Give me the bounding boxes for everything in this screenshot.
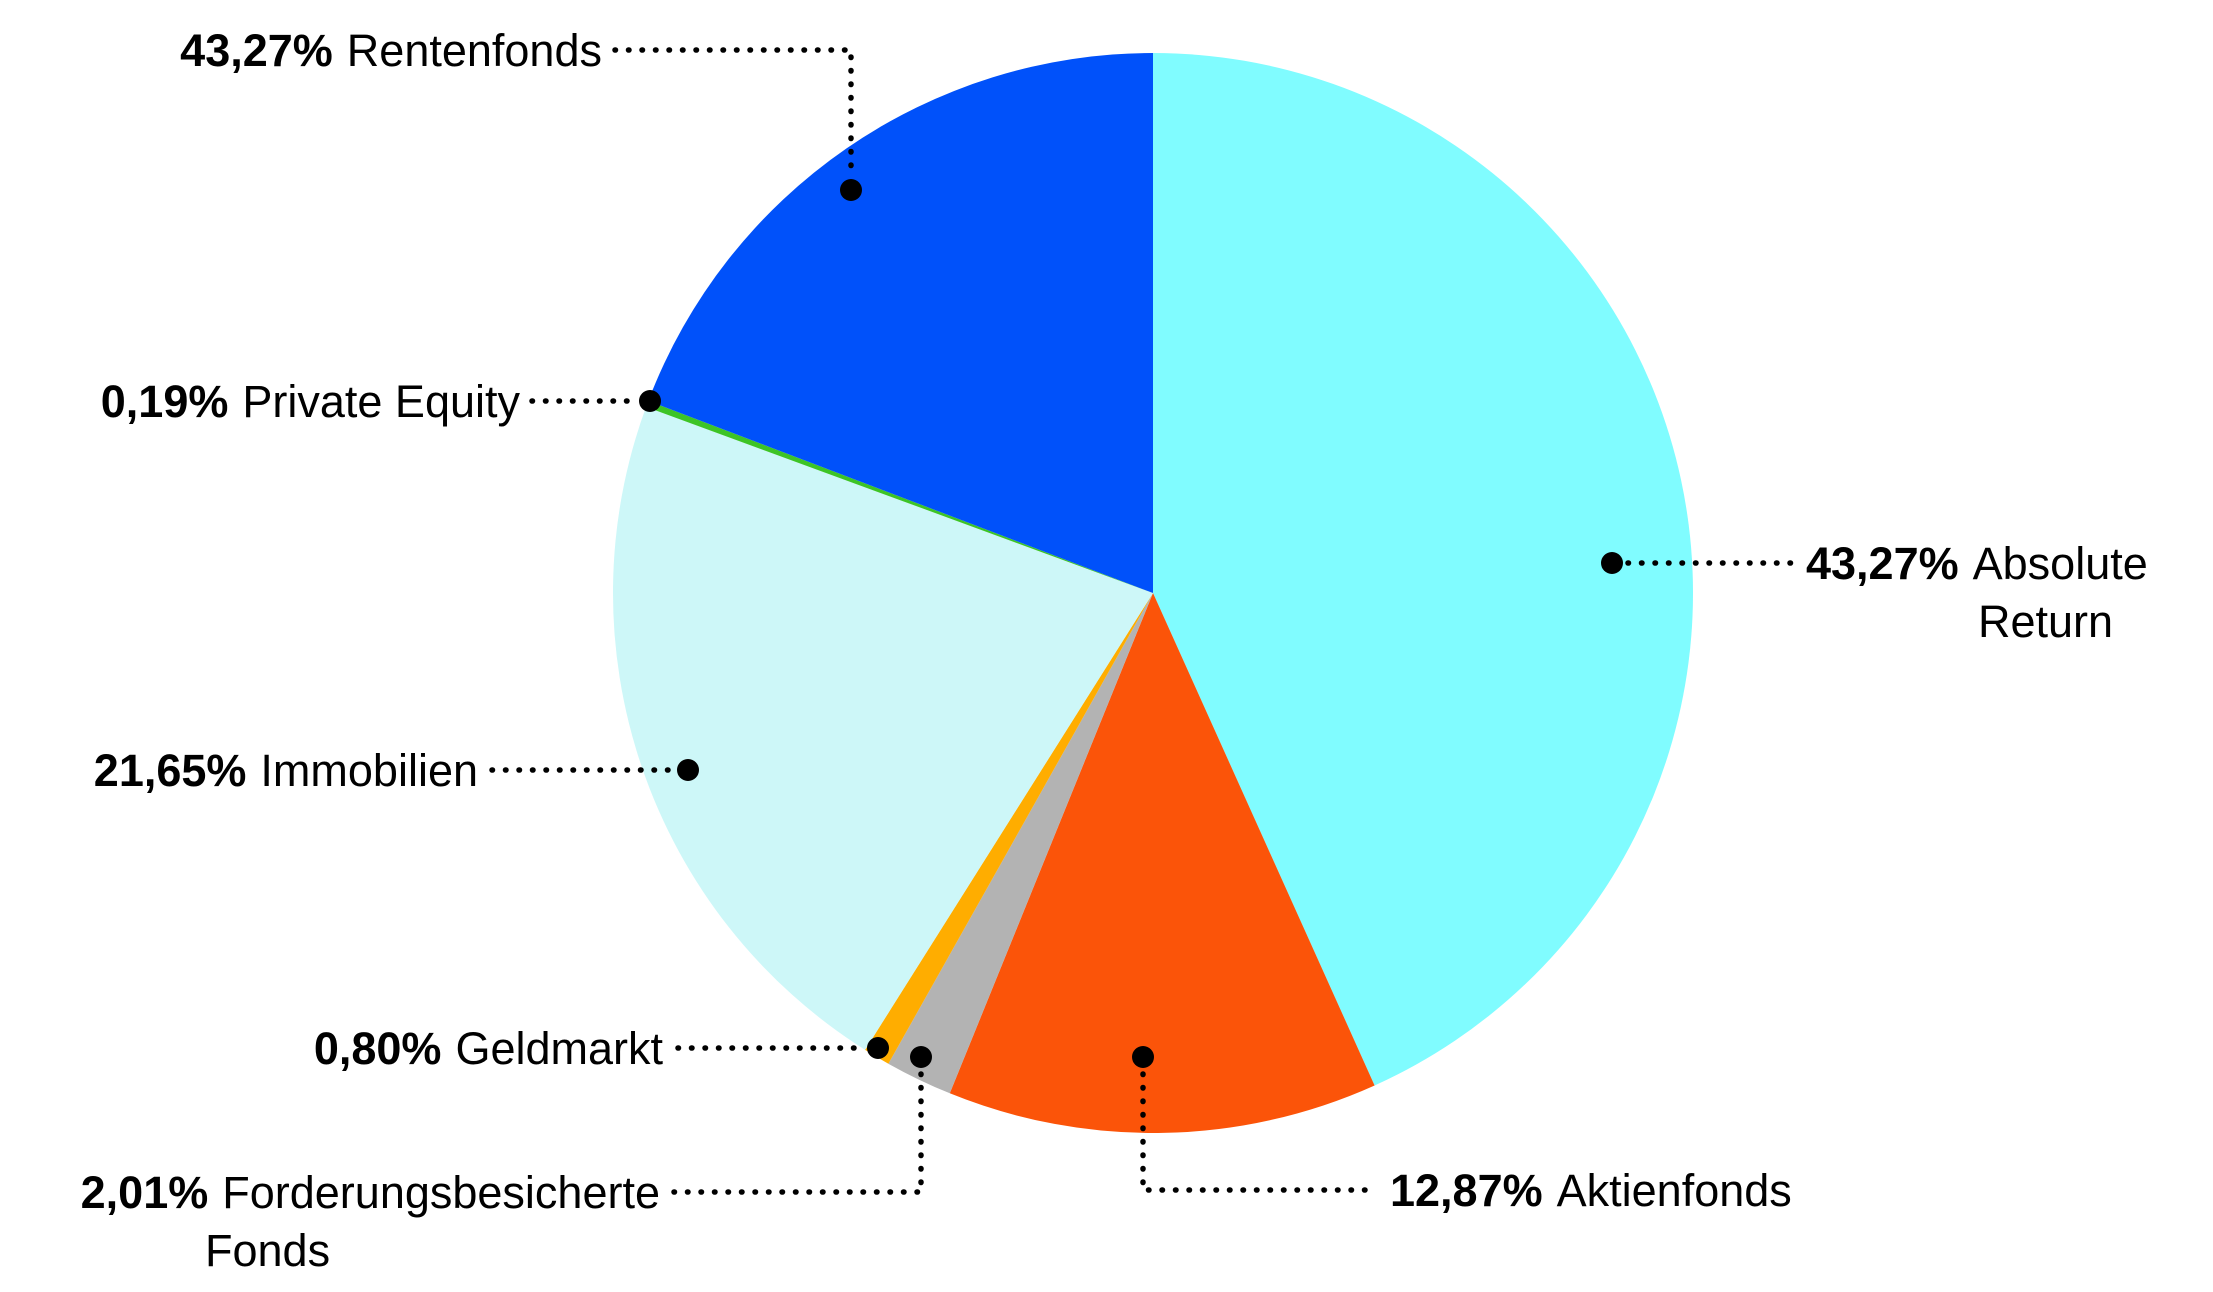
pie-slice-forderungsbesicherte-fonds bbox=[888, 593, 1153, 1094]
pie-slice-aktienfonds bbox=[949, 593, 1375, 1134]
leader-line-forderungsbesicherte-fonds bbox=[671, 1071, 924, 1195]
callout-value-private-equity: 0,19% bbox=[101, 376, 229, 427]
callout-label-forderungsbesicherte-fonds: 2,01% Forderungsbesicherte bbox=[81, 1167, 660, 1218]
callout-value-rentenfonds: 43,27% bbox=[180, 25, 333, 76]
pie-slices bbox=[612, 53, 1694, 1134]
pie-slice-rentenfonds bbox=[648, 53, 1153, 593]
callout-value-absolute-return: 43,27% bbox=[1806, 538, 1959, 589]
pie-slice-immobilien bbox=[612, 406, 1153, 1050]
callout-name-absolute-return-line1: Absolute bbox=[1973, 538, 2148, 589]
pie-slice-absolute-return bbox=[1153, 53, 1694, 1086]
callout-name-private-equity: Private Equity bbox=[242, 376, 520, 427]
callout-dot-forderungsbesicherte-fonds bbox=[910, 1046, 932, 1068]
callout-value-immobilien: 21,65% bbox=[94, 745, 247, 796]
callout-name-absolute-return-line2: Return bbox=[1978, 596, 2113, 647]
callout-name-geldmarkt: Geldmarkt bbox=[455, 1023, 663, 1074]
callout-label-immobilien: 21,65% Immobilien bbox=[94, 745, 478, 796]
callout-dot-private-equity bbox=[639, 390, 661, 412]
callout-dot-rentenfonds bbox=[840, 179, 862, 201]
callout-name-forderungsbesicherte-fonds-line2: Fonds bbox=[205, 1225, 330, 1276]
callout-labels: 43,27% Rentenfonds 0,19% Private Equity 21… bbox=[81, 25, 2148, 1276]
callout-label-private-equity: 0,19% Private Equity bbox=[101, 376, 521, 427]
callout-value-geldmarkt: 0,80% bbox=[314, 1023, 442, 1074]
callout-label-geldmarkt: 0,80% Geldmarkt bbox=[314, 1023, 664, 1074]
callout-leaders bbox=[489, 47, 1795, 1195]
callout-value-forderungsbesicherte-fonds: 2,01% bbox=[81, 1167, 209, 1218]
leader-line-rentenfonds bbox=[612, 47, 854, 175]
leader-line-aktienfonds bbox=[1140, 1071, 1373, 1193]
pie-slice-private-equity bbox=[646, 400, 1153, 593]
callout-name-forderungsbesicherte-fonds-line1: Forderungsbesicherte bbox=[222, 1167, 660, 1218]
callout-name-immobilien: Immobilien bbox=[260, 745, 478, 796]
callout-value-aktienfonds: 12,87% bbox=[1390, 1165, 1543, 1216]
callout-label-aktienfonds: 12,87% Aktienfonds bbox=[1390, 1165, 1792, 1216]
callout-name-aktienfonds: Aktienfonds bbox=[1557, 1165, 1792, 1216]
callout-dot-immobilien bbox=[677, 759, 699, 781]
pie-slice-geldmarkt bbox=[865, 593, 1153, 1064]
callout-dot-absolute-return bbox=[1601, 552, 1623, 574]
callout-label-absolute-return: 43,27% Absolute bbox=[1806, 538, 2148, 589]
callout-name-rentenfonds: Rentenfonds bbox=[347, 25, 602, 76]
callout-label-rentenfonds: 43,27% Rentenfonds bbox=[180, 25, 602, 76]
callout-dot-aktienfonds bbox=[1132, 1046, 1154, 1068]
callout-dot-geldmarkt bbox=[867, 1037, 889, 1059]
